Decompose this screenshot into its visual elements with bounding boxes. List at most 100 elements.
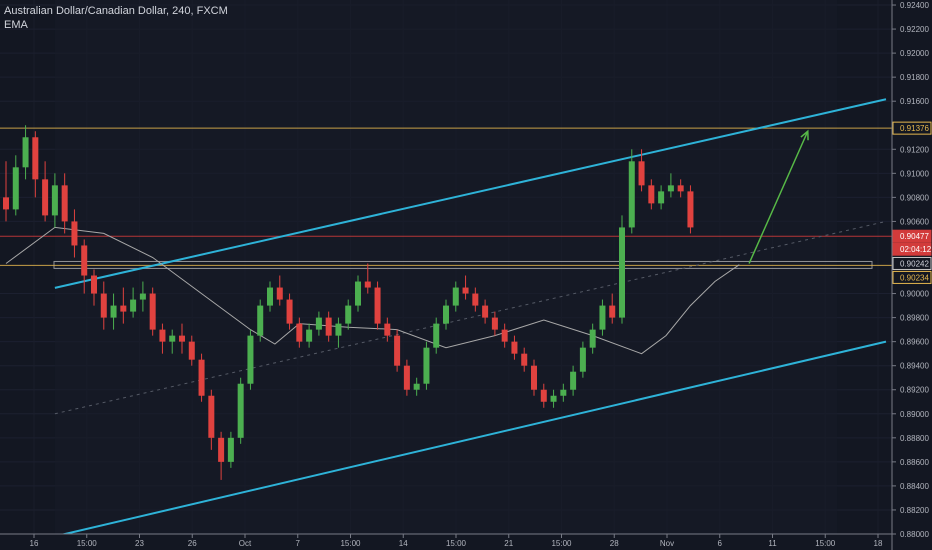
candle — [169, 329, 176, 354]
candle-body — [599, 305, 606, 330]
candle — [325, 311, 332, 342]
channel-lower-line — [54, 340, 887, 538]
x-tick-label: 14 — [399, 539, 408, 548]
candle — [482, 299, 489, 324]
candle-body — [501, 329, 508, 342]
candle — [609, 293, 616, 324]
y-tick-label: 0.92400 — [900, 1, 929, 10]
x-tick-label: 15:00 — [446, 539, 467, 548]
candle-body — [306, 329, 313, 342]
candle-body — [159, 329, 166, 342]
candle-body — [130, 299, 137, 312]
candle-body — [531, 365, 537, 390]
candle-body — [638, 161, 645, 186]
y-tick-label: 0.89400 — [900, 362, 929, 371]
arrow-shaft — [748, 130, 809, 264]
candle — [296, 317, 303, 348]
candle — [413, 377, 420, 396]
candle-body — [61, 185, 68, 222]
candle-body — [42, 179, 49, 216]
candle-body — [364, 281, 371, 288]
candle-body — [12, 167, 19, 210]
candle-body — [335, 323, 342, 336]
candle-body — [687, 191, 694, 228]
x-tick-label: 15:00 — [815, 539, 836, 548]
candle-body — [433, 323, 440, 348]
candle-body — [188, 341, 195, 360]
price-label-box — [892, 256, 932, 270]
candle-body — [658, 191, 665, 204]
candle — [100, 281, 107, 330]
candle — [315, 311, 322, 336]
ema-line — [5, 226, 740, 355]
time-axis-bg — [0, 534, 932, 550]
candle — [159, 323, 166, 354]
candle — [139, 281, 146, 312]
candle-body — [619, 227, 625, 318]
candle-body — [22, 137, 29, 168]
candle — [120, 287, 127, 324]
y-tick-label: 0.91000 — [900, 169, 929, 178]
y-tick-label: 0.88400 — [900, 482, 929, 491]
price-label-box — [892, 270, 932, 284]
candle — [501, 323, 508, 348]
candle — [550, 389, 557, 408]
x-tick-label: 6 — [718, 539, 723, 548]
candle-body — [560, 389, 567, 396]
candle-body — [32, 137, 39, 180]
candle — [619, 215, 625, 324]
x-tick-label: Nov — [660, 539, 674, 548]
candle — [462, 275, 469, 300]
candle — [384, 317, 391, 342]
candle-body — [374, 287, 381, 324]
channel-mid-line — [54, 220, 887, 415]
drawings-lines — [0, 98, 892, 538]
candle — [218, 431, 225, 480]
candle — [61, 173, 68, 234]
candle — [306, 323, 313, 348]
channel-area — [54, 0, 838, 534]
y-tick-label: 0.91800 — [900, 73, 929, 82]
candle-body — [482, 305, 489, 318]
candles[interactable] — [3, 125, 694, 480]
candle — [257, 299, 264, 342]
candle — [648, 179, 655, 210]
candle — [81, 239, 88, 294]
x-tick-label: 28 — [610, 539, 619, 548]
candle-body — [570, 371, 577, 390]
candle-body — [218, 437, 225, 462]
price-label: 0.90477 — [900, 232, 929, 241]
candle-body — [540, 389, 547, 402]
candle-body — [247, 335, 254, 384]
candle-body — [423, 347, 430, 384]
candle-body — [286, 299, 293, 324]
candle — [570, 365, 577, 396]
y-tick-label: 0.92200 — [900, 25, 929, 34]
y-tick-label: 0.89800 — [900, 314, 929, 323]
candle-body — [208, 395, 215, 438]
x-tick-label: 7 — [296, 539, 301, 548]
candle-body — [462, 287, 469, 294]
x-tick-label: 15:00 — [340, 539, 361, 548]
candle — [433, 317, 440, 354]
candle — [276, 275, 283, 306]
drawings-zone — [53, 0, 873, 534]
candle — [130, 287, 137, 318]
candle — [521, 347, 528, 372]
candle — [12, 155, 19, 216]
ema-layer — [5, 226, 740, 355]
candle — [364, 263, 371, 294]
candle-body — [71, 221, 78, 246]
candle-body — [81, 245, 88, 276]
price-label-box — [892, 229, 932, 243]
price-label: 0.90242 — [900, 259, 929, 268]
candle-body — [3, 197, 9, 210]
candle-body — [179, 335, 185, 342]
price-label: 0.91376 — [900, 124, 929, 133]
indicator-label: EMA — [4, 19, 28, 31]
x-tick-label: Oct — [239, 539, 252, 548]
candle — [227, 431, 234, 468]
candle-body — [452, 287, 459, 306]
candle-body — [413, 383, 420, 390]
